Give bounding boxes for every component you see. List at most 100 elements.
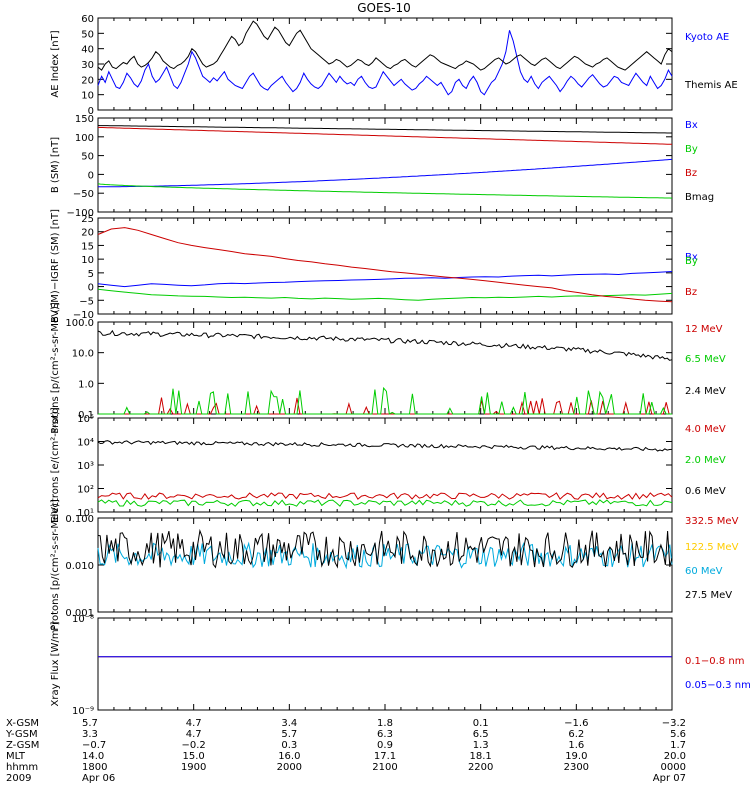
y-tick-label: 60 [81,14,94,25]
y-tick-label: 50 [81,152,94,163]
panel-7: 10⁻⁸ 10⁻⁹ Xray Flux [W/m²] 0.1−0.8 nm 0.05−0… [50,614,750,717]
y-tick-label: 10.0 [72,349,94,360]
legend-entry: 0.1−0.8 nm [685,656,744,667]
x-axis-value: 5.7 [281,729,297,740]
y-axis-label: Electrons [e/(cm²-s-sr)] [50,407,61,523]
legend-entry: 6.5 MeV [685,354,726,365]
x-axis-value: 6.2 [568,729,584,740]
y-tick-label: 5 [88,269,94,280]
y-tick-label: 10⁻⁹ [72,706,94,717]
y-tick-label: 25 [81,214,94,225]
x-axis-value: 1900 [181,762,206,773]
series-line [97,183,673,199]
x-axis-value: 5.7 [82,718,98,729]
x-axis-value: 0.3 [281,740,297,751]
y-tick-label: 100 [75,133,94,144]
x-axis-row-label: 2009 [6,773,31,784]
y-tick-label: 10⁻⁸ [72,614,94,625]
y-tick-label: 0 [88,283,94,294]
y-tick-label: 10 [81,91,94,102]
legend-entry: 27.5 MeV [685,590,732,601]
series-line [98,386,672,415]
x-axis-value: 0.9 [377,740,393,751]
x-axis-value: 18.1 [470,751,492,762]
panel-3: 25 20 15 10 5 0 −5 −10 B (SM)−IGRF (SM) [nT] BxBy… [50,209,698,323]
y-tick-label: −10 [73,310,94,321]
series-line [97,227,673,303]
x-axis-value: −1.6 [564,718,588,729]
legend-entry: Bz [685,168,697,179]
y-axis-label: B (SM) [nT] [50,137,61,193]
panel-frame [97,417,673,513]
y-tick-label: 150 [75,114,94,125]
legend-entry: 60 MeV [685,566,723,577]
series-line [97,30,673,96]
y-tick-label: 0.100 [65,514,94,525]
plot-title: GOES-10 [357,1,411,15]
x-axis-row-label: Y-GSM [5,729,38,740]
x-axis-value: 1.6 [568,740,584,751]
y-tick-label: −50 [73,189,94,200]
x-axis-value: −0.7 [82,740,106,751]
series-line [97,288,673,301]
y-axis-label: AE Index [nT] [50,30,61,97]
series-line [98,158,673,188]
y-tick-label: −5 [79,296,94,307]
legend-entry: By [685,256,698,267]
x-axis-value: Apr 06 [82,773,115,784]
y-tick-label: 0.010 [65,561,94,572]
y-axis-label: B (SM)−IGRF (SM) [nT] [50,209,61,323]
y-tick-label: 20 [81,228,94,239]
panel-5: 10⁵ 10⁴ 10³ 10² 10¹ Electrons [e/(cm²-s-sr)] 4… [50,407,726,523]
x-axis-value: 1.7 [670,740,686,751]
y-tick-label: 40 [81,45,94,56]
series-line [97,492,673,500]
legend-entry: 12 MeV [685,324,723,335]
x-axis-value: Apr 07 [653,773,686,784]
x-axis-value: 6.3 [377,729,393,740]
panel-frame [97,217,673,315]
y-tick-label: 30 [81,60,94,71]
series-line [97,528,673,569]
legend-entry: Bz [685,287,697,298]
x-axis-value: 14.0 [82,751,104,762]
x-axis-value: 4.7 [186,718,202,729]
y-tick-label: 10⁵ [77,414,94,425]
y-tick-label: 0.001 [65,608,94,619]
x-axis-value: 6.5 [473,729,489,740]
y-tick-label: 0 [88,170,94,181]
y-tick-label: 10¹ [77,508,94,519]
legend-entry: Bmag [685,192,714,203]
x-axis-value: −3.2 [662,718,686,729]
panel-6: 0.100 0.010 0.001 Protons [p/(cm²-s-sr-MeV)… [50,499,739,631]
x-axis-value: 19.0 [565,751,587,762]
panel-2: 150 100 50 0 −50 −100 B (SM) [nT] Bx By Bz Bmag [50,114,714,219]
y-tick-label: 0 [88,106,94,117]
series-line [97,20,673,71]
x-axis-row-label: MLT [6,751,26,762]
y-tick-label: 100.0 [65,318,94,329]
x-axis-value: 2000 [277,762,302,773]
panel-frame [97,517,673,613]
y-tick-label: 10⁴ [77,438,94,449]
legend-entry: Kyoto AE [685,32,729,43]
x-axis-value: 5.6 [670,729,686,740]
x-axis-value: 17.1 [374,751,396,762]
series-line [97,499,673,507]
x-axis-value: 16.0 [278,751,300,762]
x-axis-value: −0.2 [182,740,206,751]
legend-entry: Themis AE [684,80,738,91]
x-axis-value: 3.3 [82,729,98,740]
x-axis-value: 1.8 [377,718,393,729]
series-line [97,271,673,288]
panel-1: 60 50 40 30 20 10 0 AE Index [nT] Kyoto AE Themis… [50,14,738,117]
y-axis-label: Xray Flux [W/m²] [50,621,61,706]
y-tick-label: −100 [67,208,94,219]
y-axis-label: Protons [p/(cm²-s-sr-MeV)] [50,302,61,434]
panel-4: 100.0 10.0 1.0 0.1 Protons [p/(cm²-s-sr-MeV)… [50,302,726,434]
y-tick-label: 50 [81,29,94,40]
series-line [97,329,673,361]
x-axis-value: 4.7 [186,729,202,740]
